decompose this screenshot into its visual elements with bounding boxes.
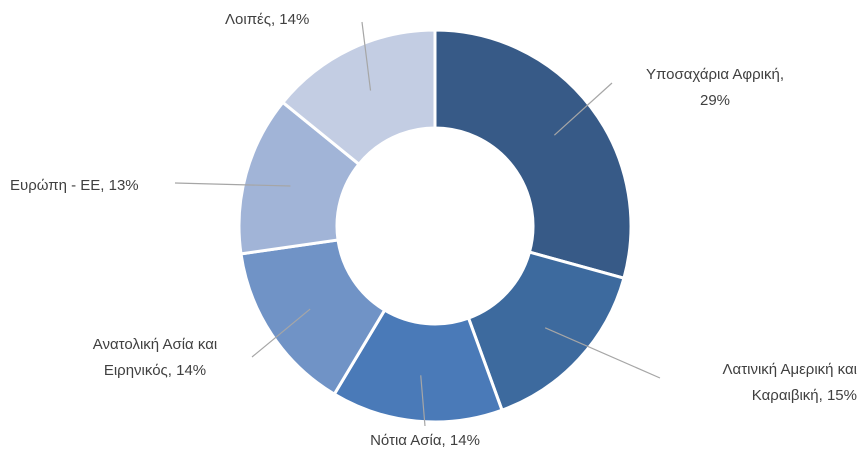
leader-line [174,182,291,187]
data-label: Νότια Ασία, 14% [370,432,480,449]
leader-line [251,308,311,358]
leader-line [420,375,426,427]
data-label-line: Ανατολική Ασία και [93,336,217,353]
donut-slice: Λοιπές [280,28,437,167]
donut-slice: Υποσαχάρια Αφρική [433,28,633,281]
data-label-line: Υποσαχάρια Αφρική, [646,66,784,83]
leader-line [544,327,661,379]
data-label: Λοιπές, 14% [225,11,309,28]
data-label-line: 29% [700,92,730,109]
leader-line [553,82,613,136]
data-label-line: Λοιπές, 14% [225,11,309,28]
data-label-line: Καραιβική, 15% [752,387,857,404]
data-label: Υποσαχάρια Αφρική, 29% [646,66,784,109]
data-label: Ανατολική Ασία και Ειρηνικός, 14% [93,336,217,379]
data-label-line: Ειρηνικός, 14% [104,362,206,379]
data-label: Ευρώπη - ΕΕ, 13% [10,177,139,194]
data-label-line: Νότια Ασία, 14% [370,432,480,449]
leader-line [361,21,372,91]
data-label-line: Λατινική Αμερική και [723,361,858,378]
data-label: Λατινική Αμερική και Καραιβική, 15% [723,361,858,404]
data-label-line: Ευρώπη - ΕΕ, 13% [10,177,139,194]
